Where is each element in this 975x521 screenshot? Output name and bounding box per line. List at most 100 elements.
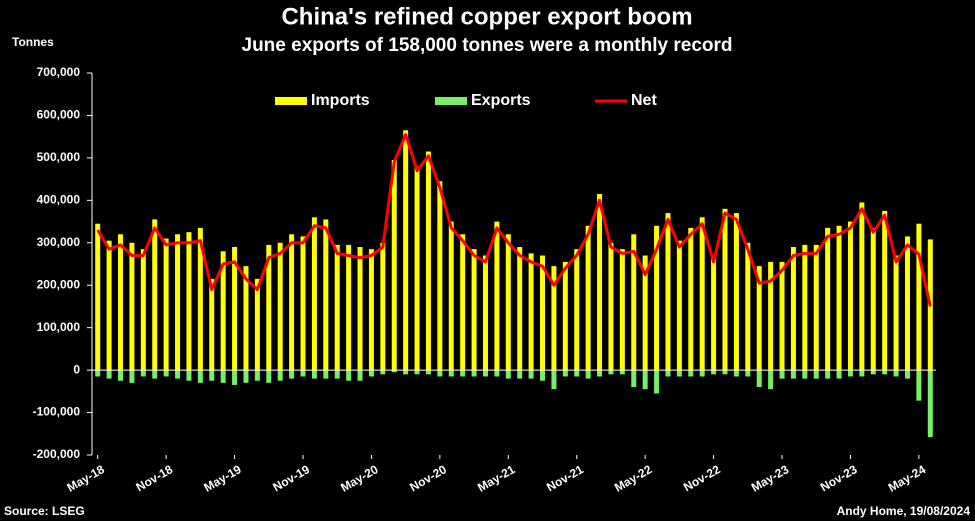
y-tick-label: 200,000 [37,277,81,291]
bar [540,255,546,371]
bar [699,217,705,371]
bar [140,370,146,377]
x-tick-label: Nov-21 [544,462,586,494]
y-tick-label: -200,000 [33,447,81,461]
bar [722,208,728,371]
bar [904,370,910,379]
bar [175,234,181,371]
bar [95,370,101,377]
legend-label: Exports [471,92,531,109]
bar [585,370,591,379]
bar [893,255,899,371]
bar [699,370,705,377]
bar [688,227,694,371]
bar [106,240,112,371]
credit: Andy Home, 19/08/2024 [837,504,971,518]
bar [517,370,523,379]
y-tick-label: 600,000 [37,108,81,122]
bar [528,253,534,371]
bar [870,227,876,371]
bar [152,219,158,371]
bar [551,370,557,390]
chart-title: China's refined copper export boom [281,3,692,30]
bar [277,370,283,381]
bar [266,370,272,383]
bar [927,370,933,438]
y-tick-label: 500,000 [37,150,81,164]
bar [745,242,751,371]
bar [916,370,922,401]
bar [665,213,671,371]
bar [608,242,614,371]
bar [893,370,899,377]
bar [619,370,625,375]
bar [505,234,511,371]
bar [745,370,751,377]
bar [220,370,226,383]
bar [802,370,808,379]
legend-label: Imports [311,92,370,109]
bar [380,242,386,371]
bar [106,370,112,379]
bar [197,370,203,383]
bar [334,370,340,379]
bar [323,219,329,371]
bar [140,249,146,371]
bar [756,266,762,371]
bar [220,251,226,371]
bar [768,370,774,390]
bar [825,370,831,379]
bar [448,370,454,377]
bar [676,370,682,377]
y-tick-label: 300,000 [37,235,81,249]
bar [882,210,888,371]
bar [562,261,568,371]
bar [414,166,420,371]
x-tick-label: Nov-19 [270,462,312,494]
bar [859,202,865,371]
x-tick-label: May-19 [201,462,244,495]
bar [346,370,352,381]
bar [357,370,363,381]
net-line [96,133,932,307]
bar [152,370,158,379]
bar [118,370,124,381]
bar [346,244,352,371]
bar [95,223,101,371]
bar [482,370,488,377]
bar [642,255,648,371]
bar [311,217,317,371]
bar [870,370,876,375]
bar [300,370,306,377]
bar [608,370,614,375]
bar [300,236,306,371]
bar [528,370,534,379]
bar [574,370,580,377]
x-tick-label: May-24 [886,462,929,495]
bar [471,370,477,377]
bar [847,370,853,377]
bar [243,370,249,383]
bar [688,370,694,377]
bar [471,249,477,371]
bar [254,278,260,371]
bar [597,193,603,371]
bar [631,370,637,388]
y-tick-label: 400,000 [37,193,81,207]
legend-swatch [275,97,307,105]
bar [756,370,762,388]
bar [129,370,135,383]
bar [289,234,295,371]
bar [882,370,888,375]
x-tick-label: May-18 [65,462,108,495]
bar [494,370,500,377]
bar [277,242,283,371]
source: Source: LSEG [4,504,85,518]
bar [334,244,340,371]
x-tick-label: Nov-18 [134,462,176,494]
bar [631,234,637,371]
bar [163,238,169,371]
bar [289,370,295,379]
